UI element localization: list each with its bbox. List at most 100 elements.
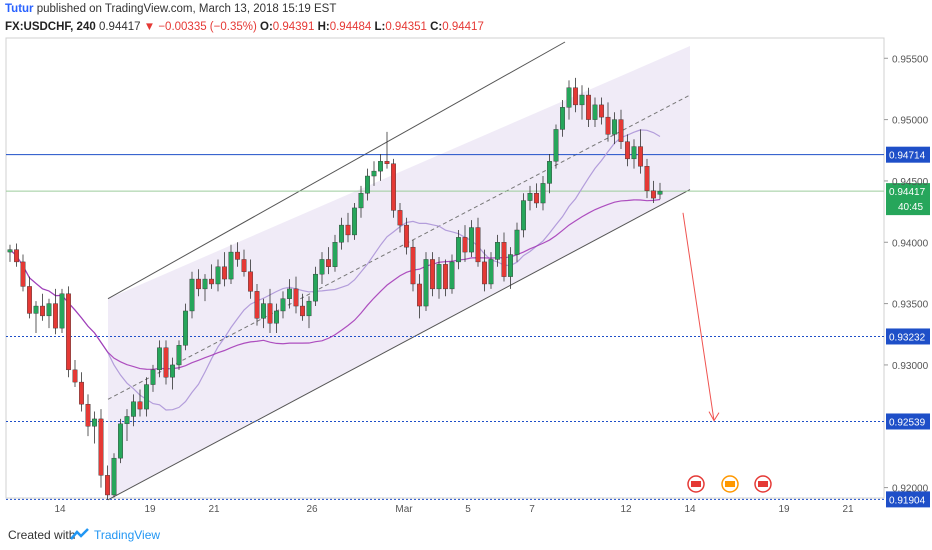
publish-info: Tutur published on TradingView.com, Marc…: [5, 3, 336, 15]
x-tick-label: 5: [465, 504, 471, 515]
candle-body: [72, 369, 78, 383]
symbol-label[interactable]: FX:USDCHF, 240: [5, 21, 96, 33]
candle-body: [7, 249, 13, 253]
event-flag-stripe: [758, 481, 768, 487]
channel-lower-line[interactable]: [107, 189, 691, 501]
candle-body: [235, 251, 240, 260]
price-chart[interactable]: 0.94714 0.93232 0.92539 0.91904 0.94417 40:45…: [0, 0, 932, 520]
candle-body: [449, 261, 455, 290]
open-value: 0.94391: [272, 21, 315, 33]
x-tick-label: 14: [54, 504, 66, 515]
candle-body: [488, 259, 494, 285]
ma-short-line: [9, 129, 661, 411]
candle-body: [443, 264, 448, 290]
candle-body: [59, 293, 65, 329]
ascending-channel[interactable]: [107, 41, 691, 501]
candle-body: [196, 278, 201, 290]
level-label: 0.91904: [889, 495, 926, 506]
candle-body: [170, 364, 175, 378]
event-flags[interactable]: [687, 475, 772, 493]
candle-body: [553, 129, 559, 162]
candle-body: [66, 293, 71, 371]
candle-body: [495, 242, 500, 260]
candle-body: [579, 94, 585, 106]
candle-body: [527, 192, 533, 201]
candle-body: [436, 264, 442, 290]
footer: Created with TradingView: [0, 520, 932, 550]
candle-body: [410, 246, 416, 285]
horizontal-levels[interactable]: 0.94714 0.93232 0.92539 0.91904 0.94417 40:45: [6, 146, 930, 508]
candle-body: [274, 310, 279, 324]
candle-body: [215, 266, 221, 285]
price-change: −0.00335 (−0.35%): [158, 21, 257, 33]
x-tick-label: 19: [144, 504, 156, 515]
candle-body: [326, 259, 331, 268]
candle-body: [53, 303, 58, 329]
x-tick-label: 14: [684, 504, 696, 515]
projection-arrow[interactable]: [682, 212, 720, 422]
y-tick-label: 0.94000: [892, 238, 929, 249]
arrow-line[interactable]: [682, 212, 715, 421]
level-label-bg: [886, 413, 930, 430]
high-label: H:: [317, 21, 330, 33]
candle-body: [157, 347, 162, 371]
low-value: 0.94351: [385, 21, 427, 33]
candle-body: [46, 303, 52, 317]
candle-body: [501, 242, 507, 277]
last-price: 0.94417: [98, 21, 141, 33]
candle-body: [248, 271, 253, 292]
candle-body: [261, 303, 266, 319]
current-price-label: 0.94417: [889, 187, 926, 198]
event-flag-stripe: [725, 481, 735, 487]
candle-body: [612, 119, 617, 135]
x-tick-label: 21: [208, 504, 220, 515]
ohlc-legend: FX:USDCHF, 240 0.94417 ▼ −0.00335 (−0.35…: [5, 21, 484, 33]
published-text: published on TradingView.com, March 13, …: [33, 3, 337, 15]
candle-body: [345, 224, 351, 236]
open-label: O:: [260, 21, 273, 33]
channel-midline: [107, 94, 691, 400]
x-tick-label: 26: [306, 504, 318, 515]
candle-body: [339, 224, 344, 243]
candle-body: [92, 418, 97, 427]
y-tick-label: 0.93500: [892, 300, 929, 311]
close-label: C:: [430, 21, 443, 33]
candle-body: [566, 87, 572, 108]
tradingview-brand[interactable]: TradingView: [94, 528, 161, 542]
candle-body: [618, 119, 624, 142]
candle-body: [124, 416, 130, 425]
x-tick-label: 21: [842, 504, 854, 515]
candle-body: [547, 161, 552, 184]
candles: [7, 77, 663, 500]
candle-body: [150, 369, 156, 385]
level-label-bg: [886, 146, 930, 163]
candle-body: [482, 261, 487, 285]
y-tick-label: 0.93000: [892, 361, 929, 372]
arrow-head-icon: [708, 411, 720, 422]
candle-body: [397, 210, 403, 226]
candle-body: [586, 94, 591, 120]
low-label: L:: [374, 21, 386, 33]
author-link[interactable]: Tutur: [5, 3, 34, 15]
candle-body: [14, 249, 19, 263]
candle-body: [521, 200, 526, 231]
y-tick-label: 0.95000: [892, 116, 929, 127]
channel-fill: [108, 46, 690, 500]
chart-header: Tutur published on TradingView.com, Marc…: [0, 0, 932, 38]
candle-body: [430, 259, 435, 290]
channel-upper-line[interactable]: [107, 41, 566, 300]
candle-body: [176, 345, 182, 366]
candle-body: [189, 278, 195, 312]
candle-body: [98, 418, 104, 476]
candle-body: [300, 305, 305, 317]
ma-long-line: [9, 198, 661, 370]
candle-body: [209, 278, 214, 285]
candle-body: [144, 384, 149, 410]
candle-body: [391, 163, 396, 211]
candle-body: [27, 286, 32, 314]
candle-body: [417, 283, 422, 307]
candle-body: [332, 242, 338, 267]
candle-body: [137, 401, 143, 410]
candle-body: [222, 266, 227, 280]
close-value: 0.94417: [442, 21, 484, 33]
